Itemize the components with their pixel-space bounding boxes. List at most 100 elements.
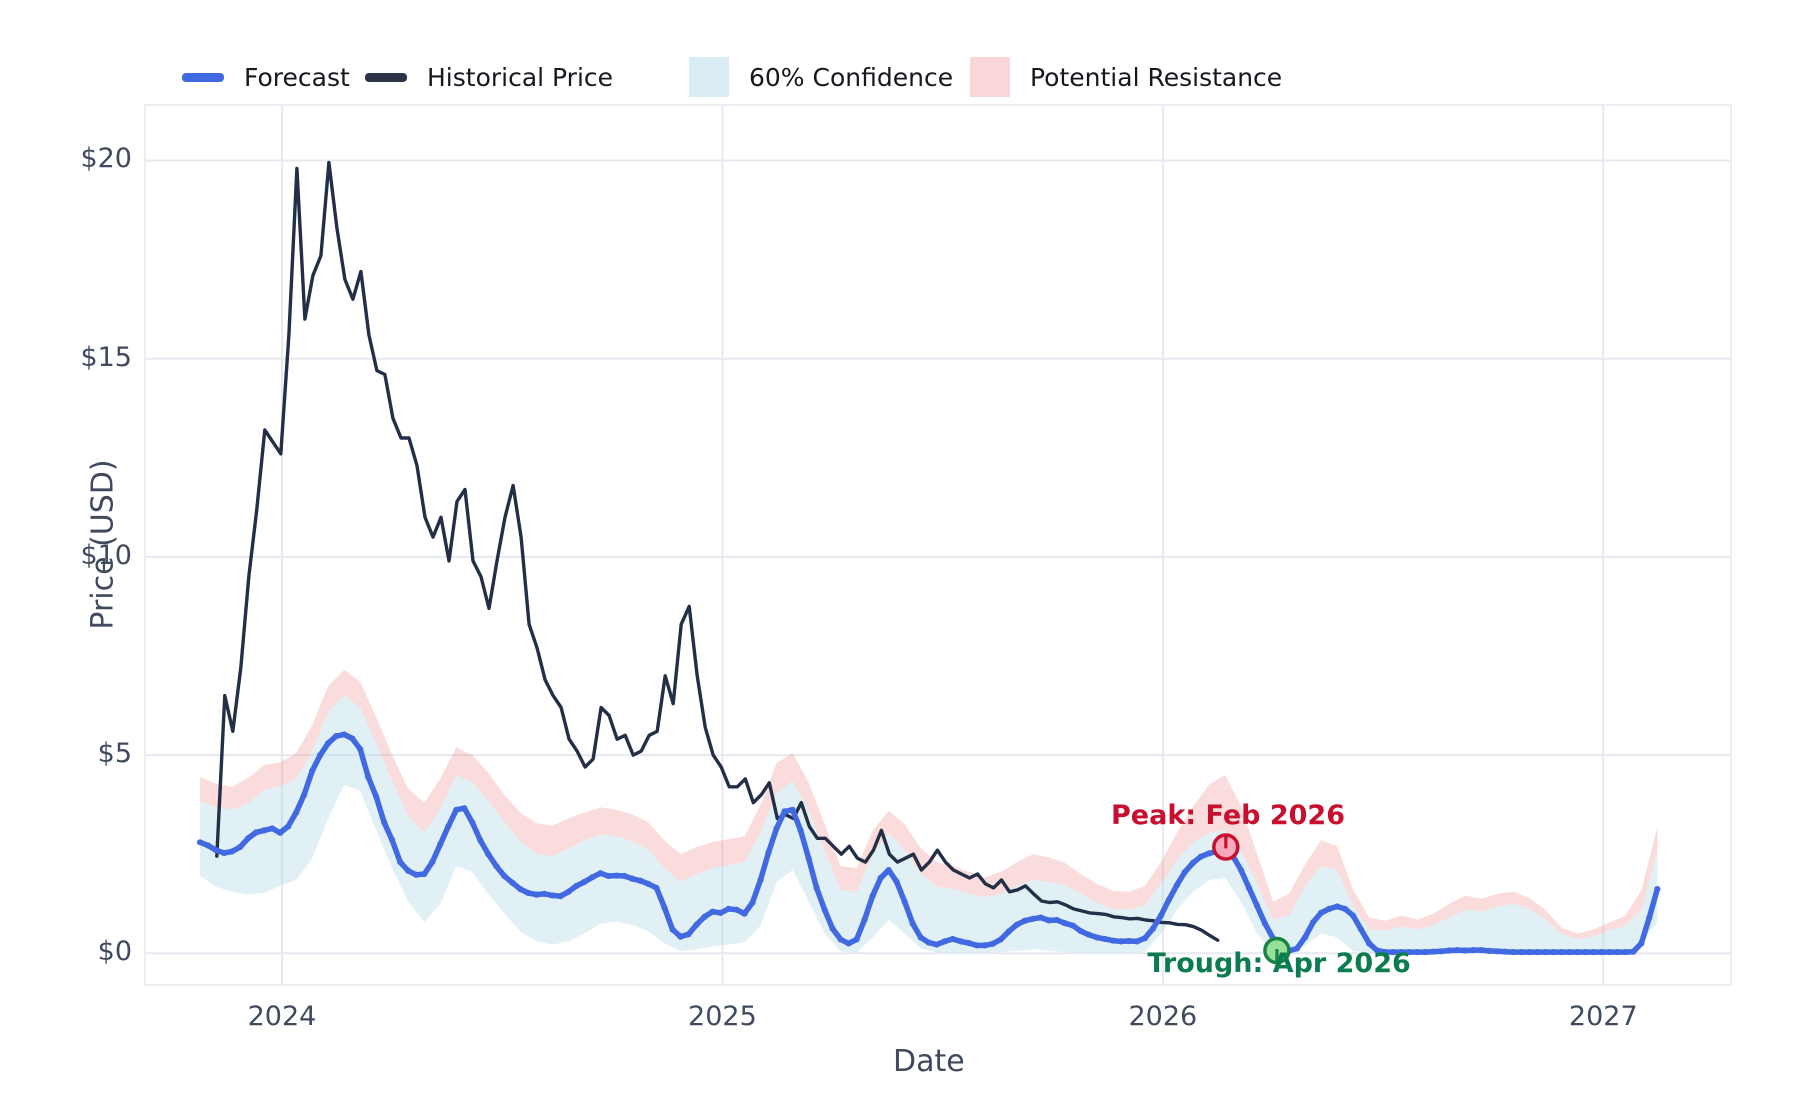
y-tick-label-5: $5: [97, 738, 132, 770]
forecast-point: [453, 806, 460, 813]
plot-border: [144, 104, 1732, 986]
forecast-point: [669, 926, 676, 933]
forecast-point: [565, 888, 572, 895]
forecast-point: [1422, 948, 1429, 956]
forecast-point: [309, 767, 316, 775]
forecast-point: [933, 941, 940, 948]
forecast-point: [236, 843, 244, 851]
forecast-point: [357, 746, 364, 753]
forecast-point: [1157, 912, 1165, 919]
forecast-point: [1365, 940, 1373, 947]
forecast-point: [413, 871, 420, 878]
forecast-point: [757, 876, 764, 884]
forecast-point: [709, 908, 716, 915]
legend-item-forecast: Forecast: [182, 55, 350, 99]
forecast-point: [196, 839, 204, 846]
forecast-point: [1013, 921, 1020, 928]
forecast-point: [941, 938, 948, 945]
forecast-point: [829, 925, 836, 932]
forecast-point: [533, 891, 540, 898]
forecast-point: [885, 866, 892, 874]
forecast-point: [805, 855, 812, 862]
historical-swatch-icon: [365, 72, 407, 82]
forecast-point: [501, 872, 508, 880]
forecast-point: [461, 805, 468, 812]
forecast-point: [1646, 914, 1653, 921]
legend-item-historical: Historical Price: [365, 55, 613, 99]
forecast-point: [837, 936, 844, 943]
forecast-point: [701, 913, 708, 920]
forecast-point: [220, 849, 228, 857]
forecast-point: [541, 890, 548, 897]
forecast-point: [1494, 948, 1501, 955]
forecast-point: [597, 870, 604, 877]
forecast-point: [437, 841, 444, 848]
forecast-point: [244, 835, 252, 842]
forecast-point: [1005, 928, 1012, 935]
forecast-point: [1598, 948, 1605, 956]
forecast-point: [477, 837, 484, 844]
forecast-point: [1574, 948, 1581, 956]
forecast-swatch-icon: [182, 72, 224, 82]
forecast-point: [645, 880, 652, 888]
forecast-point: [813, 884, 820, 891]
forecast-point: [573, 882, 580, 890]
forecast-point: [293, 809, 300, 816]
forecast-point: [1558, 948, 1565, 956]
forecast-point: [1117, 938, 1124, 945]
forecast-point: [1414, 948, 1421, 956]
forecast-point: [1566, 948, 1573, 956]
y-tick-label-0: $0: [97, 936, 132, 968]
forecast-point: [1357, 926, 1365, 933]
x-axis-title: Date: [893, 1044, 965, 1079]
forecast-point: [1542, 948, 1549, 956]
forecast-point: [1309, 919, 1317, 926]
forecast-point: [917, 934, 924, 941]
forecast-point: [981, 942, 988, 949]
forecast-point: [781, 808, 788, 815]
forecast-point: [1518, 948, 1525, 956]
forecast-point: [1301, 934, 1309, 941]
forecast-point: [877, 874, 884, 882]
forecast-point: [333, 732, 340, 740]
y-tick-label-20: $20: [80, 143, 132, 175]
forecast-point: [204, 842, 212, 849]
resistance-band: [200, 669, 1658, 939]
forecast-point: [1085, 931, 1092, 938]
forecast-point: [853, 936, 860, 943]
forecast-point: [429, 859, 436, 866]
x-tick-label-2024: 2024: [247, 1001, 317, 1032]
forecast-point: [589, 874, 596, 881]
forecast-point: [893, 878, 900, 886]
forecast-point: [525, 889, 532, 897]
forecast-point: [509, 879, 516, 886]
forecast-point: [581, 878, 588, 886]
forecast-point: [677, 933, 684, 940]
forecast-point: [373, 793, 380, 800]
forecast-point: [365, 773, 372, 780]
forecast-point: [1077, 927, 1084, 935]
forecast-point: [1197, 853, 1205, 860]
forecast-point: [989, 940, 996, 947]
forecast-point: [317, 751, 324, 759]
forecast-point: [1245, 884, 1253, 891]
forecast-point: [1382, 948, 1389, 956]
forecast-point: [797, 827, 804, 834]
forecast-point: [845, 940, 852, 947]
forecast-point: [613, 872, 620, 879]
forecast-point: [765, 849, 772, 856]
confidence-swatch-icon: [689, 57, 729, 97]
forecast-point: [1406, 948, 1413, 956]
forecast-point: [605, 872, 612, 880]
forecast-point: [637, 877, 644, 884]
forecast-point: [901, 898, 908, 905]
forecast-point: [381, 819, 388, 826]
legend-label: Forecast: [244, 62, 350, 92]
forecast-point: [1101, 935, 1108, 943]
forecast-point: [1325, 905, 1333, 912]
forecast-point: [285, 823, 292, 830]
forecast-point: [261, 827, 268, 834]
forecast-point: [212, 847, 220, 854]
forecast-point: [1317, 909, 1325, 916]
